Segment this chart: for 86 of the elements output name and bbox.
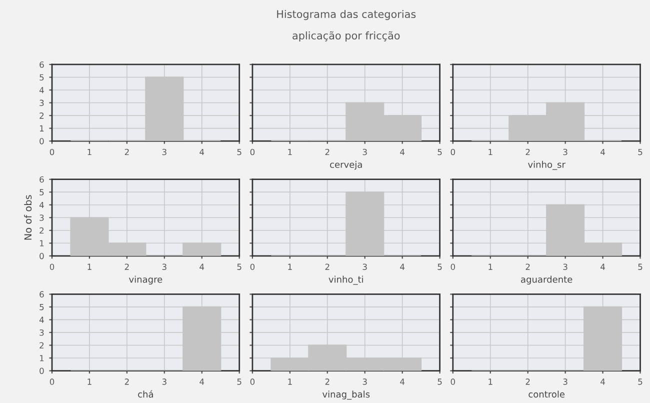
y-tick-label: 4 xyxy=(39,202,44,208)
x-tick-label: 0 xyxy=(50,378,54,385)
x-tick-label: 2 xyxy=(325,264,330,270)
x-tick-label: 0 xyxy=(250,148,255,156)
y-tick-label: 1 xyxy=(40,125,44,132)
x-tick-label: 1 xyxy=(488,264,492,270)
x-tick-label: 0 xyxy=(50,264,54,270)
y-tick-label: 2 xyxy=(40,342,44,348)
x-tick-label: 5 xyxy=(438,264,442,270)
y-tick-label: 3 xyxy=(40,214,44,221)
y-tick-label: 0 xyxy=(40,138,44,144)
x-tick-label: 3 xyxy=(563,148,568,156)
chart-title: Histograma das categorias xyxy=(277,10,416,20)
x-tick-label: 1 xyxy=(488,148,492,156)
y-tick-label: 3 xyxy=(40,100,44,106)
x-tick-label: 4 xyxy=(200,264,204,270)
x-axis-title: vinagre xyxy=(128,276,162,285)
x-axis-title: cerveja xyxy=(330,160,362,170)
y-tick-label: 3 xyxy=(40,329,44,336)
y-tick-label: 0 xyxy=(40,368,44,374)
y-tick-label: 6 xyxy=(40,291,44,298)
x-axis-title: vinho_ti xyxy=(328,276,363,285)
chart-subtitle: aplicação por fricção xyxy=(292,31,400,42)
x-tick-label: 1 xyxy=(288,148,292,156)
x-tick-label: 4 xyxy=(200,378,204,385)
x-tick-label: 5 xyxy=(237,264,242,270)
x-tick-label: 4 xyxy=(400,264,405,270)
x-tick-label: 2 xyxy=(526,378,530,385)
y-tick-label: 4 xyxy=(39,87,44,94)
y-tick-label: 5 xyxy=(40,189,44,196)
x-tick-label: 5 xyxy=(237,148,242,156)
x-tick-label: 2 xyxy=(124,148,129,156)
x-tick-label: 3 xyxy=(563,264,568,270)
x-tick-label: 5 xyxy=(237,378,242,385)
x-tick-label: 5 xyxy=(638,264,642,270)
x-axis-title: controle xyxy=(528,390,565,398)
x-tick-label: 3 xyxy=(563,378,568,385)
x-tick-label: 4 xyxy=(200,148,204,156)
y-tick-label: 0 xyxy=(40,252,44,260)
x-tick-label: 2 xyxy=(526,148,530,156)
x-tick-label: 3 xyxy=(162,264,166,270)
x-axis-title: vinag_bals xyxy=(322,390,370,400)
y-tick-label: 5 xyxy=(40,74,44,81)
x-axis-title: chá xyxy=(138,390,153,398)
x-tick-label: 0 xyxy=(250,264,255,270)
x-tick-label: 3 xyxy=(162,378,166,385)
x-tick-label: 0 xyxy=(450,264,456,270)
x-tick-label: 3 xyxy=(162,148,166,156)
x-tick-label: 3 xyxy=(362,148,367,156)
x-tick-label: 2 xyxy=(124,264,129,270)
x-tick-label: 3 xyxy=(362,378,367,385)
x-tick-label: 4 xyxy=(600,148,605,156)
x-tick-label: 0 xyxy=(250,378,255,385)
y-tick-label: 1 xyxy=(40,240,44,246)
x-tick-label: 5 xyxy=(438,148,442,156)
x-tick-label: 4 xyxy=(400,378,405,385)
x-axis-title: aguardente xyxy=(521,276,572,285)
x-axis-title: vinho_sr xyxy=(528,160,566,170)
y-tick-label: 5 xyxy=(40,304,44,310)
x-tick-label: 1 xyxy=(88,264,92,270)
y-tick-label: 6 xyxy=(40,176,44,183)
y-tick-label: 1 xyxy=(40,355,44,362)
x-tick-label: 2 xyxy=(325,378,330,385)
x-tick-label: 1 xyxy=(88,148,92,156)
y-tick-label: 6 xyxy=(40,61,44,68)
x-tick-label: 5 xyxy=(638,148,642,156)
x-tick-label: 0 xyxy=(50,148,54,156)
y-axis-title: No of obs xyxy=(24,195,32,240)
y-tick-label: 4 xyxy=(39,316,44,323)
y-tick-label: 2 xyxy=(40,227,44,234)
x-tick-label: 0 xyxy=(450,148,456,156)
x-tick-label: 3 xyxy=(362,264,367,270)
x-tick-label: 4 xyxy=(600,378,605,385)
x-tick-label: 1 xyxy=(288,378,292,385)
y-tick-label: 2 xyxy=(40,112,44,119)
x-tick-label: 1 xyxy=(488,378,492,385)
x-tick-label: 5 xyxy=(638,378,642,385)
x-tick-label: 4 xyxy=(400,148,405,156)
x-tick-label: 1 xyxy=(88,378,92,385)
x-tick-label: 2 xyxy=(124,378,129,385)
x-tick-label: 1 xyxy=(288,264,292,270)
x-tick-label: 4 xyxy=(600,264,605,270)
x-tick-label: 2 xyxy=(325,148,330,156)
x-tick-label: 5 xyxy=(438,378,442,385)
x-tick-label: 0 xyxy=(450,378,456,385)
x-tick-label: 2 xyxy=(526,264,530,270)
